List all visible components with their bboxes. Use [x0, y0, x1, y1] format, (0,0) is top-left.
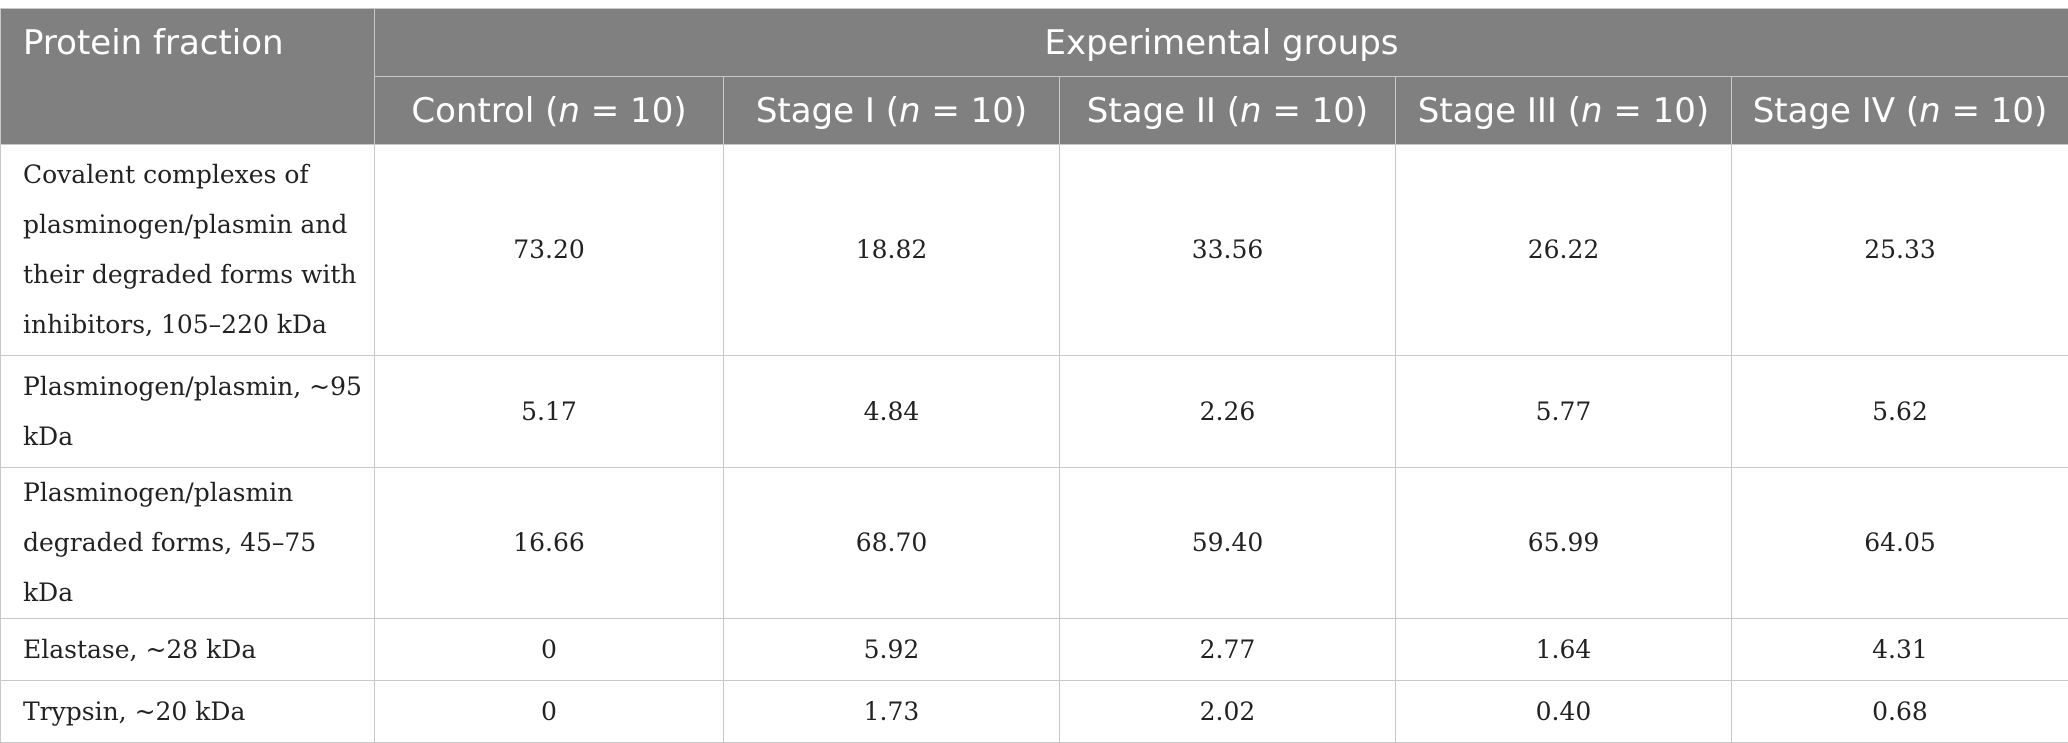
cell-value: 2.77 [1060, 619, 1396, 681]
cell-value: 1.73 [724, 681, 1060, 743]
protein-fraction-header: Protein fraction [1, 9, 375, 145]
group-header-control: Control (n = 10) [375, 77, 724, 145]
group-n-symbol: n [1919, 91, 1941, 131]
cell-value: 0 [375, 619, 724, 681]
cell-value: 5.92 [724, 619, 1060, 681]
cell-value: 0 [375, 681, 724, 743]
protein-fraction-table: Protein fraction Experimental groups Con… [0, 8, 2068, 743]
group-suffix: = 10) [580, 91, 687, 131]
cell-value: 0.68 [1732, 681, 2068, 743]
table-row: Plasminogen/plasmin degraded forms, 45–7… [1, 468, 2068, 619]
table-row: Elastase, ~28 kDa 0 5.92 2.77 1.64 4.31 [1, 619, 2068, 681]
group-header-stage-iii: Stage III (n = 10) [1396, 77, 1732, 145]
row-label: Plasminogen/plasmin degraded forms, 45–7… [1, 468, 375, 619]
table-header: Protein fraction Experimental groups Con… [1, 9, 2068, 145]
cell-value: 5.77 [1396, 356, 1732, 468]
group-prefix: Control ( [411, 91, 558, 131]
cell-value: 0.40 [1396, 681, 1732, 743]
group-n-symbol: n [558, 91, 580, 131]
cell-value: 5.17 [375, 356, 724, 468]
cell-value: 2.26 [1060, 356, 1396, 468]
experimental-groups-header: Experimental groups [375, 9, 2068, 77]
cell-value: 2.02 [1060, 681, 1396, 743]
cell-value: 26.22 [1396, 145, 1732, 356]
data-table-container: Protein fraction Experimental groups Con… [0, 8, 2068, 743]
group-suffix: = 10) [1262, 91, 1369, 131]
table-row: Trypsin, ~20 kDa 0 1.73 2.02 0.40 0.68 [1, 681, 2068, 743]
group-header-stage-i: Stage I (n = 10) [724, 77, 1060, 145]
group-prefix: Stage II ( [1087, 91, 1240, 131]
group-suffix: = 10) [1941, 91, 2048, 131]
cell-value: 4.84 [724, 356, 1060, 468]
cell-value: 5.62 [1732, 356, 2068, 468]
row-label: Trypsin, ~20 kDa [1, 681, 375, 743]
cell-value: 73.20 [375, 145, 724, 356]
group-n-symbol: n [1581, 91, 1603, 131]
group-prefix: Stage I ( [756, 91, 899, 131]
cell-value: 25.33 [1732, 145, 2068, 356]
cell-value: 59.40 [1060, 468, 1396, 619]
cell-value: 4.31 [1732, 619, 2068, 681]
cell-value: 65.99 [1396, 468, 1732, 619]
group-header-stage-iv: Stage IV (n = 10) [1732, 77, 2068, 145]
row-label: Plasminogen/plasmin, ~95 kDa [1, 356, 375, 468]
group-header-stage-ii: Stage II (n = 10) [1060, 77, 1396, 145]
cell-value: 16.66 [375, 468, 724, 619]
table-row: Covalent complexes of plasminogen/plasmi… [1, 145, 2068, 356]
group-prefix: Stage IV ( [1753, 91, 1919, 131]
group-suffix: = 10) [921, 91, 1028, 131]
cell-value: 64.05 [1732, 468, 2068, 619]
table-row: Plasminogen/plasmin, ~95 kDa 5.17 4.84 2… [1, 356, 2068, 468]
row-label: Covalent complexes of plasminogen/plasmi… [1, 145, 375, 356]
group-suffix: = 10) [1603, 91, 1710, 131]
cell-value: 33.56 [1060, 145, 1396, 356]
row-label: Elastase, ~28 kDa [1, 619, 375, 681]
group-prefix: Stage III ( [1418, 91, 1581, 131]
table-body: Covalent complexes of plasminogen/plasmi… [1, 145, 2068, 743]
group-n-symbol: n [1240, 91, 1262, 131]
cell-value: 68.70 [724, 468, 1060, 619]
cell-value: 18.82 [724, 145, 1060, 356]
cell-value: 1.64 [1396, 619, 1732, 681]
group-n-symbol: n [899, 91, 921, 131]
